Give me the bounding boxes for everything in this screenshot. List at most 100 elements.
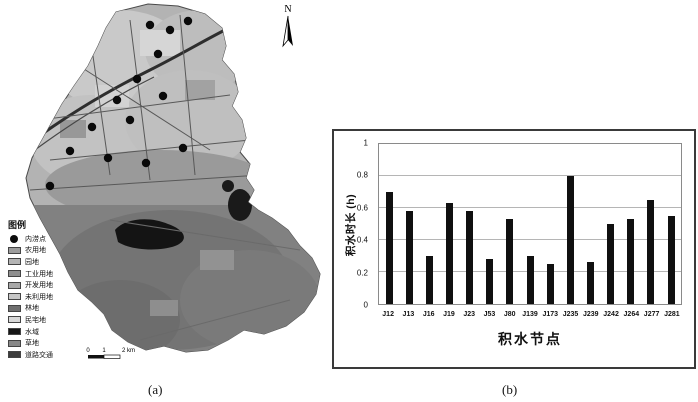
panel-b-chart: 积水时长 (h) 0 0.2 0.4 0.6 0.8 1 J12 J13 J16 J19 J23 J… bbox=[332, 129, 696, 369]
bar bbox=[385, 192, 393, 304]
waterlog-point bbox=[87, 122, 97, 132]
legend-item: 开发用地 bbox=[8, 279, 94, 291]
x-tick-label: J173 bbox=[542, 311, 559, 318]
landuse-swatch bbox=[8, 351, 21, 359]
gridline bbox=[379, 207, 681, 208]
legend-title: 图例 bbox=[8, 220, 27, 230]
y-tick-label: 0.4 bbox=[356, 235, 368, 245]
legend-label: 民宅地 bbox=[25, 316, 46, 324]
bar bbox=[667, 216, 675, 304]
panel-a-map: N 0 1 2 km 图例 内涝点农用地园地工业用地开发用地 未利用地林地民宅地水… bbox=[0, 0, 332, 402]
landuse-patches bbox=[26, 10, 320, 352]
x-tick-label: J53 bbox=[483, 311, 496, 318]
waterlog-point bbox=[45, 181, 55, 191]
landuse-swatch bbox=[8, 258, 21, 266]
waterlog-point-symbol bbox=[10, 234, 18, 243]
y-tick-label: 0.2 bbox=[356, 268, 368, 278]
x-axis-title: 积水节点 bbox=[498, 331, 562, 347]
bar bbox=[566, 176, 574, 304]
landuse-swatch bbox=[8, 281, 21, 289]
plot-area bbox=[378, 143, 682, 305]
bar bbox=[546, 264, 554, 304]
bar-slot bbox=[540, 144, 560, 304]
legend-item: 园地 bbox=[8, 256, 94, 268]
x-tick-label: J80 bbox=[503, 311, 516, 318]
landuse-swatch bbox=[8, 339, 21, 347]
bar bbox=[586, 262, 594, 304]
legend-label: 园地 bbox=[25, 258, 39, 266]
bar-slot bbox=[379, 144, 399, 304]
legend-item: 未利用地 bbox=[8, 291, 94, 303]
x-tick-label: J19 bbox=[443, 311, 455, 318]
waterlog-point bbox=[183, 16, 193, 26]
x-tick-label: J277 bbox=[643, 311, 660, 318]
legend-item: 内涝点 bbox=[8, 233, 94, 245]
x-tick-label: J264 bbox=[623, 311, 640, 318]
legend-item: 道路交通 bbox=[8, 349, 94, 361]
y-axis-ticks: 0 0.2 0.4 0.6 0.8 1 bbox=[334, 139, 374, 310]
bar bbox=[425, 256, 433, 304]
legend-list: 内涝点农用地园地工业用地开发用地 未利用地林地民宅地水域草地道路交通 bbox=[8, 233, 94, 361]
legend-label: 水域 bbox=[25, 328, 39, 336]
legend-label: 开发用地 bbox=[25, 282, 53, 290]
x-tick-label: J139 bbox=[522, 311, 538, 318]
landuse-swatch bbox=[8, 304, 21, 312]
landuse-swatch bbox=[8, 246, 21, 254]
bar bbox=[466, 211, 474, 304]
bar-slot bbox=[460, 144, 480, 304]
x-tick-label: J23 bbox=[463, 311, 476, 318]
waterlog-point bbox=[125, 115, 135, 125]
waterlog-point bbox=[112, 95, 122, 105]
bar-slot bbox=[500, 144, 520, 304]
bar-slot bbox=[580, 144, 600, 304]
landuse-swatch bbox=[8, 328, 21, 336]
waterlog-point bbox=[141, 158, 151, 168]
waterlog-point bbox=[153, 49, 163, 59]
svg-text:0: 0 bbox=[86, 348, 90, 354]
legend-label: 草地 bbox=[25, 340, 39, 348]
legend-label: 农用地 bbox=[25, 247, 46, 255]
waterlog-point bbox=[145, 20, 155, 30]
gridline bbox=[379, 239, 681, 240]
x-axis-ticks: J12 J13 J16 J19 J23 J53 J80 J139 J173 J235 J239 J24… bbox=[378, 311, 682, 323]
north-label: N bbox=[284, 4, 291, 15]
legend-label: 道路交通 bbox=[25, 351, 53, 359]
bar-slot bbox=[520, 144, 540, 304]
bar-slot bbox=[480, 144, 500, 304]
x-tick-label: J239 bbox=[583, 311, 599, 318]
landuse-swatch bbox=[8, 316, 21, 324]
bar bbox=[445, 203, 453, 304]
bar bbox=[627, 219, 635, 304]
svg-text:2 km: 2 km bbox=[122, 348, 135, 354]
y-tick-label: 1 bbox=[363, 138, 368, 148]
bar bbox=[647, 200, 655, 304]
legend-label: 林地 bbox=[25, 305, 39, 313]
bar-slot bbox=[399, 144, 419, 304]
svg-text:1: 1 bbox=[102, 348, 106, 354]
north-arrow: N bbox=[282, 4, 293, 48]
legend-item: 草地 bbox=[8, 337, 94, 349]
y-tick-label: 0.6 bbox=[356, 203, 368, 213]
bar bbox=[486, 259, 494, 304]
bar-slot bbox=[661, 144, 681, 304]
gridline bbox=[379, 175, 681, 176]
x-tick-label: J12 bbox=[382, 311, 394, 318]
legend-item: 水域 bbox=[8, 326, 94, 338]
caption-b: (b) bbox=[502, 382, 518, 397]
bar-slot bbox=[621, 144, 641, 304]
bar bbox=[607, 224, 615, 304]
x-tick-label: J242 bbox=[603, 311, 619, 318]
landuse-swatch bbox=[8, 270, 21, 278]
waterlog-point bbox=[178, 143, 188, 153]
landuse-swatch bbox=[8, 293, 21, 301]
bar-slot bbox=[641, 144, 661, 304]
legend-label: 内涝点 bbox=[25, 235, 46, 243]
waterlog-point bbox=[165, 25, 175, 35]
waterlog-point bbox=[132, 74, 142, 84]
bar-slot bbox=[439, 144, 459, 304]
waterlog-points-layer bbox=[45, 16, 193, 191]
legend-item: 林地 bbox=[8, 303, 94, 315]
x-tick-label: J16 bbox=[422, 311, 435, 318]
legend-item: 工业用地 bbox=[8, 268, 94, 280]
y-tick-label: 0.8 bbox=[356, 170, 368, 180]
